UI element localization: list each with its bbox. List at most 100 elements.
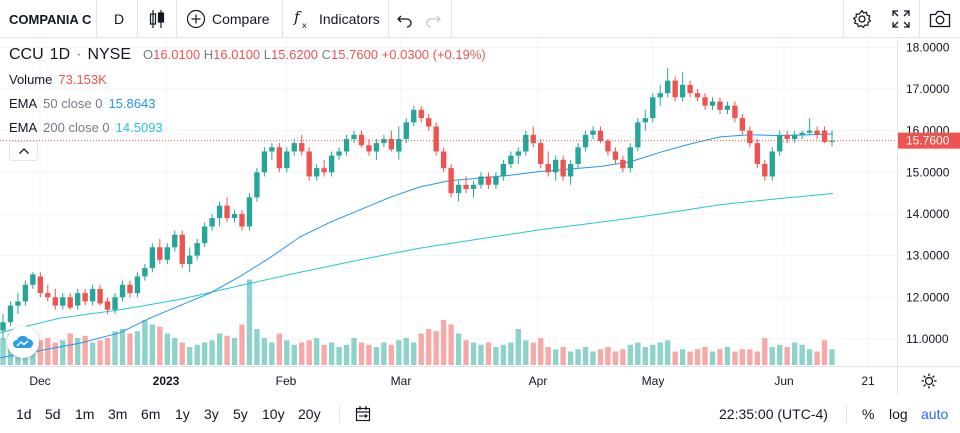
candle-body bbox=[216, 205, 223, 219]
volume-bar bbox=[508, 342, 514, 365]
volume-bar bbox=[82, 335, 88, 365]
candle-body bbox=[567, 163, 574, 177]
candle-body bbox=[276, 147, 283, 169]
volume-bar bbox=[433, 331, 439, 365]
volume-bar bbox=[313, 338, 320, 365]
brand-logo[interactable] bbox=[7, 326, 39, 358]
volume-bar bbox=[254, 329, 260, 365]
interval-button[interactable]: D bbox=[114, 11, 125, 27]
candle-body bbox=[448, 168, 454, 194]
percent-scale-button[interactable]: % bbox=[862, 406, 875, 422]
volume-bar bbox=[164, 333, 170, 365]
candle-body bbox=[478, 176, 484, 185]
candle-body bbox=[381, 138, 387, 144]
volume-bar bbox=[74, 338, 81, 365]
range-1y[interactable]: 1y bbox=[175, 406, 190, 422]
log-scale-button[interactable]: log bbox=[889, 406, 908, 422]
candle-body bbox=[627, 147, 634, 169]
volume-label[interactable]: Volume bbox=[9, 72, 53, 87]
candle-body bbox=[246, 197, 253, 227]
legend-exchange: NYSE bbox=[87, 46, 132, 63]
ema200-label[interactable]: EMA bbox=[9, 120, 38, 135]
candle-body bbox=[590, 130, 596, 135]
chart-style-button[interactable] bbox=[148, 0, 166, 38]
timezone-button[interactable]: 22:35:00 (UTC-4) bbox=[719, 406, 828, 422]
candle-body bbox=[328, 155, 335, 173]
ema50-label[interactable]: EMA bbox=[9, 96, 38, 111]
range-1d[interactable]: 1d bbox=[16, 406, 32, 422]
svg-text:x: x bbox=[302, 21, 307, 29]
candle-body bbox=[172, 234, 178, 248]
candle-body bbox=[321, 168, 327, 173]
volume-bar bbox=[246, 279, 253, 365]
candle-body bbox=[104, 301, 111, 310]
range-5d[interactable]: 5d bbox=[45, 406, 61, 422]
candle-body bbox=[89, 288, 96, 302]
candle-body bbox=[306, 151, 312, 177]
range-5y[interactable]: 5y bbox=[233, 406, 248, 422]
candle-body bbox=[620, 159, 626, 169]
settings-button[interactable] bbox=[852, 0, 872, 38]
time-axis[interactable]: Dec 2023 Feb Mar Apr May Jun 21 bbox=[0, 366, 897, 394]
low-label: L bbox=[263, 47, 272, 62]
indicators-button[interactable]: f x Indicators bbox=[293, 0, 380, 38]
toolbar-divider bbox=[843, 0, 844, 38]
candle-body bbox=[455, 184, 462, 194]
time-tick-label: Apr bbox=[529, 374, 548, 388]
range-3y[interactable]: 3y bbox=[204, 406, 219, 422]
candle-body bbox=[508, 155, 514, 164]
volume-bar bbox=[732, 351, 738, 365]
candle-body bbox=[209, 218, 215, 227]
candle-body bbox=[343, 138, 350, 152]
ema50-value: 15.8643 bbox=[108, 96, 156, 111]
candle-body bbox=[612, 151, 619, 160]
volume-bar bbox=[665, 340, 671, 365]
ema50-line bbox=[0, 133, 834, 359]
volume-bar bbox=[388, 344, 395, 365]
volume-bar bbox=[224, 335, 230, 365]
volume-bar bbox=[418, 333, 424, 365]
chart-pane[interactable] bbox=[0, 39, 897, 366]
add-circle-icon bbox=[186, 9, 206, 29]
volume-bar bbox=[747, 349, 753, 365]
redo-icon bbox=[424, 10, 442, 28]
legend-collapse-button[interactable] bbox=[9, 141, 38, 161]
candle-body bbox=[396, 138, 402, 152]
volume-bar bbox=[687, 351, 693, 365]
range-20y[interactable]: 20y bbox=[298, 406, 321, 422]
volume-bar bbox=[299, 342, 305, 365]
candle-body bbox=[665, 80, 671, 94]
candlestick-icon bbox=[148, 9, 166, 29]
time-axis-labels: Dec 2023 Feb Mar Apr May Jun 21 bbox=[29, 374, 875, 388]
go-to-date-button[interactable] bbox=[353, 395, 373, 433]
candle-body bbox=[231, 213, 238, 219]
range-6m[interactable]: 6m bbox=[141, 406, 161, 422]
ema200-line bbox=[0, 193, 834, 334]
candle-body bbox=[717, 101, 723, 110]
candle-body bbox=[426, 118, 432, 127]
range-1m[interactable]: 1m bbox=[75, 406, 95, 422]
volume-bar bbox=[209, 340, 215, 365]
volume-bar bbox=[269, 342, 275, 365]
auto-scale-button[interactable]: auto bbox=[921, 406, 949, 422]
toolbar-divider bbox=[96, 0, 97, 38]
range-10y[interactable]: 10y bbox=[262, 406, 285, 422]
volume-bar bbox=[284, 340, 290, 365]
volume-bar bbox=[261, 338, 268, 365]
volume-bar bbox=[478, 344, 484, 365]
candle-body bbox=[515, 151, 522, 156]
price-axis[interactable]: 18.0000 17.0000 16.0000 15.0000 14.0000 13.00… bbox=[897, 39, 960, 366]
candle-body bbox=[709, 101, 716, 106]
legend-symbol[interactable]: CCU bbox=[9, 46, 44, 63]
volume-bar bbox=[381, 342, 387, 365]
legend-interval: 1D bbox=[49, 46, 71, 63]
axis-settings-button[interactable] bbox=[897, 366, 960, 394]
fullscreen-button[interactable] bbox=[892, 0, 910, 38]
undo-button[interactable] bbox=[396, 0, 414, 38]
range-3m[interactable]: 3m bbox=[108, 406, 128, 422]
price-tick-label: 13.0000 bbox=[906, 249, 950, 263]
symbol-search-button[interactable]: COMPANIA C bbox=[9, 11, 92, 27]
redo-button[interactable] bbox=[424, 0, 442, 38]
compare-button[interactable]: Compare bbox=[186, 0, 270, 38]
snapshot-button[interactable] bbox=[929, 0, 951, 38]
